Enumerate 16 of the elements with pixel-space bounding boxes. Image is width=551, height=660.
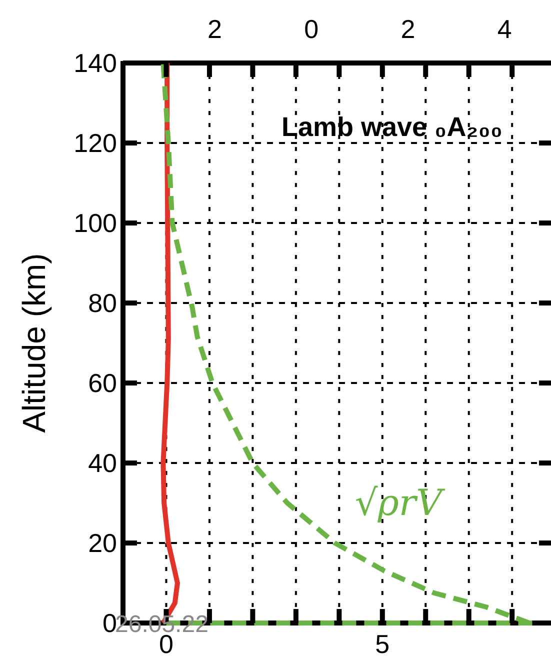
y-tick-label: 60 [88,368,117,398]
y-tick-label: 20 [88,528,117,558]
x2-tick-label: 0 [304,14,319,44]
y-tick-label: 40 [88,448,117,478]
x2-tick-label: 2 [208,14,222,44]
y-tick-label: 80 [88,288,117,318]
y-tick-label: 0 [102,608,117,638]
y-axis-title: Altitude (km) [16,253,52,433]
x-tick-label: 5 [375,629,390,659]
text: Lamb wave ₀A₂₀₀ [281,112,503,142]
y-tick-label: 120 [74,128,117,158]
x2-tick-label: 2 [400,14,416,44]
x2-tick-label: 4 [497,14,512,44]
series-label: √ρrV [354,483,446,524]
y-tick-label: 100 [74,208,117,238]
y-tick-label: 140 [74,48,117,78]
